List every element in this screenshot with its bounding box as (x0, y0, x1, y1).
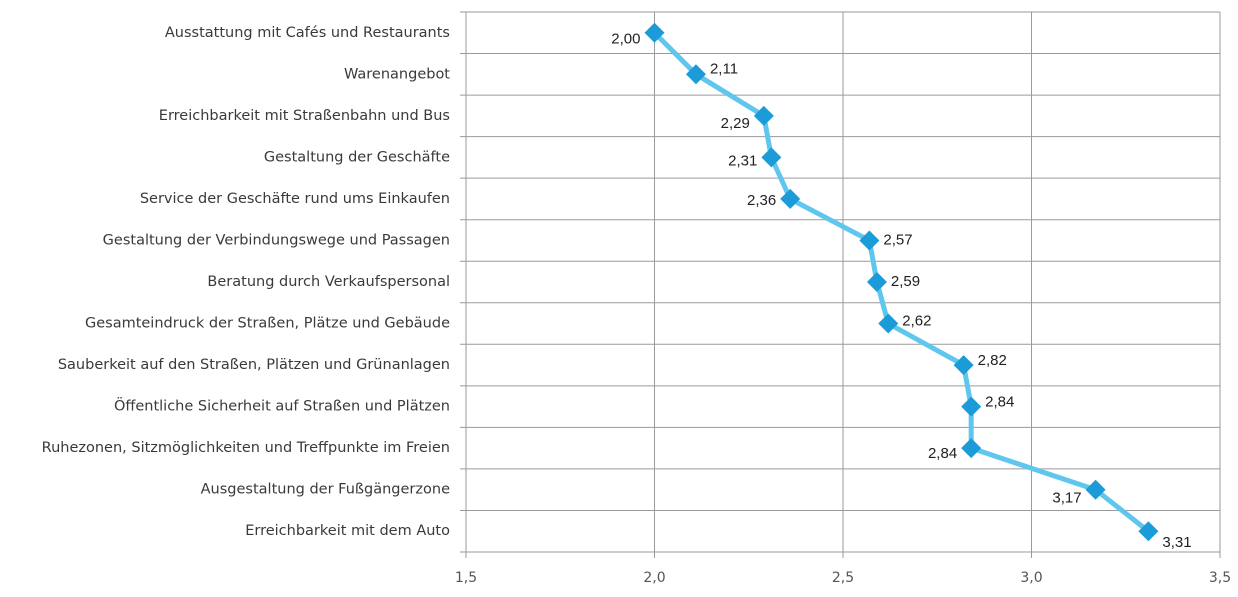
data-label: 2,62 (902, 313, 931, 330)
data-label: 3,17 (1052, 490, 1081, 507)
x-tick-label: 1,5 (455, 570, 477, 586)
marker (859, 230, 880, 251)
y-tick-label: Gestaltung der Verbindungswege und Passa… (103, 232, 450, 248)
y-tick-label: Ruhezonen, Sitzmöglichkeiten und Treffpu… (42, 440, 450, 456)
y-tick-label: Ausstattung mit Cafés und Restaurants (165, 25, 450, 41)
y-tick-label: Service der Geschäfte rund ums Einkaufen (140, 191, 450, 207)
marker (1138, 521, 1159, 542)
y-tick-label: Warenangebot (344, 66, 450, 82)
y-tick-label: Öffentliche Sicherheit auf Straßen und P… (114, 397, 450, 415)
marker (753, 105, 774, 126)
x-tick-label: 3,0 (1020, 570, 1042, 586)
marker (878, 313, 899, 334)
x-tick-label: 3,5 (1209, 570, 1231, 586)
data-label: 2,82 (978, 352, 1007, 369)
y-tick-label: Ausgestaltung der Fußgängerzone (201, 482, 450, 498)
marker (780, 188, 801, 209)
marker (644, 22, 665, 43)
marker (961, 396, 982, 417)
data-label: 2,84 (928, 445, 957, 462)
x-tick-label: 2,0 (643, 570, 665, 586)
marker (685, 64, 706, 85)
data-label: 2,36 (747, 192, 776, 209)
data-label: 2,11 (710, 60, 738, 77)
data-label: 2,59 (891, 273, 920, 290)
data-label: 2,31 (728, 152, 757, 169)
data-label: 3,31 (1162, 534, 1191, 551)
marker (961, 438, 982, 459)
y-tick-label: Gestaltung der Geschäfte (264, 149, 450, 165)
data-label: 2,29 (721, 115, 750, 132)
data-label: 2,84 (985, 394, 1014, 411)
data-label: 2,57 (883, 231, 912, 248)
marker (866, 272, 887, 292)
y-tick-label: Erreichbarkeit mit Straßenbahn und Bus (159, 108, 450, 124)
marker (953, 355, 974, 376)
y-tick-label: Beratung durch Verkaufspersonal (207, 274, 450, 290)
y-tick-label: Gesamteindruck der Straßen, Plätze und G… (85, 316, 450, 332)
marker (761, 147, 782, 168)
x-tick-label: 2,5 (832, 570, 854, 586)
data-label: 2,00 (611, 31, 640, 48)
marker (1085, 479, 1106, 500)
y-tick-label: Sauberkeit auf den Straßen, Plätzen und … (58, 357, 450, 373)
y-tick-label: Erreichbarkeit mit dem Auto (245, 523, 450, 539)
